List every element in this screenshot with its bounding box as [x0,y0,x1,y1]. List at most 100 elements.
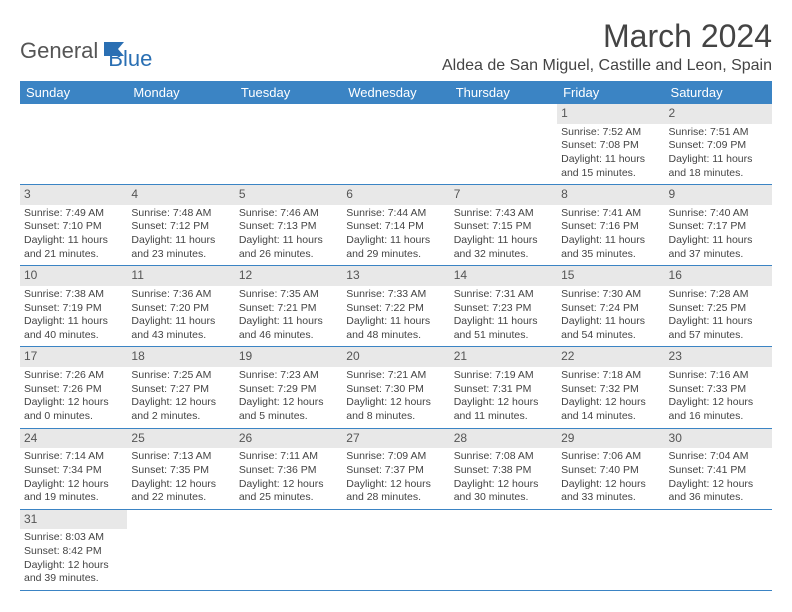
calendar-day-cell: 24Sunrise: 7:14 AMSunset: 7:34 PMDayligh… [20,428,127,509]
calendar-day-cell [342,509,449,590]
calendar-day-cell: 28Sunrise: 7:08 AMSunset: 7:38 PMDayligh… [450,428,557,509]
day-number: 6 [342,185,449,205]
day-details: Sunrise: 7:28 AMSunset: 7:25 PMDaylight:… [665,286,772,347]
sunrise-line: Sunrise: 7:25 AM [131,369,230,383]
day-number: 28 [450,429,557,449]
calendar-day-cell [450,509,557,590]
day-details: Sunrise: 7:09 AMSunset: 7:37 PMDaylight:… [342,448,449,509]
calendar-day-cell: 29Sunrise: 7:06 AMSunset: 7:40 PMDayligh… [557,428,664,509]
sunset-line: Sunset: 7:37 PM [346,464,445,478]
sunrise-line: Sunrise: 7:04 AM [669,450,768,464]
day-number: 1 [557,104,664,124]
sunset-line: Sunset: 7:19 PM [24,302,123,316]
sunset-line: Sunset: 7:23 PM [454,302,553,316]
month-title: March 2024 [442,18,772,55]
day-number: 7 [450,185,557,205]
header: General Blue March 2024 Aldea de San Mig… [20,18,772,75]
daylight-line: Daylight: 11 hours and 23 minutes. [131,234,230,261]
day-details: Sunrise: 7:49 AMSunset: 7:10 PMDaylight:… [20,205,127,266]
sunrise-line: Sunrise: 7:23 AM [239,369,338,383]
day-number: 23 [665,347,772,367]
daylight-line: Daylight: 11 hours and 21 minutes. [24,234,123,261]
calendar-day-cell: 12Sunrise: 7:35 AMSunset: 7:21 PMDayligh… [235,266,342,347]
calendar-day-cell: 19Sunrise: 7:23 AMSunset: 7:29 PMDayligh… [235,347,342,428]
daylight-line: Daylight: 11 hours and 48 minutes. [346,315,445,342]
sunset-line: Sunset: 7:16 PM [561,220,660,234]
calendar-day-cell [235,104,342,185]
daylight-line: Daylight: 12 hours and 33 minutes. [561,478,660,505]
day-details: Sunrise: 7:31 AMSunset: 7:23 PMDaylight:… [450,286,557,347]
day-number: 29 [557,429,664,449]
calendar-day-cell: 17Sunrise: 7:26 AMSunset: 7:26 PMDayligh… [20,347,127,428]
sunrise-line: Sunrise: 7:28 AM [669,288,768,302]
sunset-line: Sunset: 7:31 PM [454,383,553,397]
daylight-line: Daylight: 11 hours and 26 minutes. [239,234,338,261]
day-details: Sunrise: 7:43 AMSunset: 7:15 PMDaylight:… [450,205,557,266]
day-number: 2 [665,104,772,124]
sunset-line: Sunset: 7:12 PM [131,220,230,234]
calendar-day-cell: 27Sunrise: 7:09 AMSunset: 7:37 PMDayligh… [342,428,449,509]
sunset-line: Sunset: 7:20 PM [131,302,230,316]
logo: General Blue [20,18,152,72]
sunrise-line: Sunrise: 7:13 AM [131,450,230,464]
day-details: Sunrise: 7:52 AMSunset: 7:08 PMDaylight:… [557,124,664,185]
calendar-day-cell: 7Sunrise: 7:43 AMSunset: 7:15 PMDaylight… [450,185,557,266]
daylight-line: Daylight: 11 hours and 37 minutes. [669,234,768,261]
sunrise-line: Sunrise: 7:16 AM [669,369,768,383]
calendar-day-cell [450,104,557,185]
daylight-line: Daylight: 12 hours and 39 minutes. [24,559,123,586]
day-number: 5 [235,185,342,205]
sunrise-line: Sunrise: 7:11 AM [239,450,338,464]
sunrise-line: Sunrise: 7:38 AM [24,288,123,302]
day-details: Sunrise: 7:40 AMSunset: 7:17 PMDaylight:… [665,205,772,266]
day-number: 11 [127,266,234,286]
day-details: Sunrise: 7:48 AMSunset: 7:12 PMDaylight:… [127,205,234,266]
day-details: Sunrise: 7:46 AMSunset: 7:13 PMDaylight:… [235,205,342,266]
title-block: March 2024 Aldea de San Miguel, Castille… [442,18,772,75]
day-number: 4 [127,185,234,205]
day-details: Sunrise: 7:19 AMSunset: 7:31 PMDaylight:… [450,367,557,428]
sunrise-line: Sunrise: 7:46 AM [239,207,338,221]
daylight-line: Daylight: 12 hours and 5 minutes. [239,396,338,423]
day-number: 12 [235,266,342,286]
day-number: 9 [665,185,772,205]
sunrise-line: Sunrise: 7:49 AM [24,207,123,221]
daylight-line: Daylight: 12 hours and 11 minutes. [454,396,553,423]
calendar-day-cell: 25Sunrise: 7:13 AMSunset: 7:35 PMDayligh… [127,428,234,509]
day-number: 25 [127,429,234,449]
calendar-day-cell: 3Sunrise: 7:49 AMSunset: 7:10 PMDaylight… [20,185,127,266]
sunrise-line: Sunrise: 7:51 AM [669,126,768,140]
calendar-day-cell [127,509,234,590]
day-number: 30 [665,429,772,449]
calendar-day-cell: 21Sunrise: 7:19 AMSunset: 7:31 PMDayligh… [450,347,557,428]
calendar-week-row: 3Sunrise: 7:49 AMSunset: 7:10 PMDaylight… [20,185,772,266]
day-number: 18 [127,347,234,367]
calendar-day-cell: 14Sunrise: 7:31 AMSunset: 7:23 PMDayligh… [450,266,557,347]
day-number: 17 [20,347,127,367]
sunrise-line: Sunrise: 7:40 AM [669,207,768,221]
calendar-day-cell: 6Sunrise: 7:44 AMSunset: 7:14 PMDaylight… [342,185,449,266]
daylight-line: Daylight: 11 hours and 18 minutes. [669,153,768,180]
day-details: Sunrise: 7:06 AMSunset: 7:40 PMDaylight:… [557,448,664,509]
logo-text-blue: Blue [108,30,152,72]
day-details: Sunrise: 7:44 AMSunset: 7:14 PMDaylight:… [342,205,449,266]
sunset-line: Sunset: 8:42 PM [24,545,123,559]
daylight-line: Daylight: 11 hours and 29 minutes. [346,234,445,261]
calendar-day-cell: 15Sunrise: 7:30 AMSunset: 7:24 PMDayligh… [557,266,664,347]
sunset-line: Sunset: 7:29 PM [239,383,338,397]
daylight-line: Daylight: 11 hours and 35 minutes. [561,234,660,261]
weekday-header: Monday [127,81,234,104]
sunrise-line: Sunrise: 7:48 AM [131,207,230,221]
daylight-line: Daylight: 12 hours and 36 minutes. [669,478,768,505]
day-details: Sunrise: 7:08 AMSunset: 7:38 PMDaylight:… [450,448,557,509]
daylight-line: Daylight: 11 hours and 40 minutes. [24,315,123,342]
day-number: 24 [20,429,127,449]
sunrise-line: Sunrise: 8:03 AM [24,531,123,545]
sunset-line: Sunset: 7:32 PM [561,383,660,397]
calendar-day-cell: 11Sunrise: 7:36 AMSunset: 7:20 PMDayligh… [127,266,234,347]
calendar-day-cell [235,509,342,590]
calendar-day-cell [665,509,772,590]
daylight-line: Daylight: 11 hours and 43 minutes. [131,315,230,342]
day-details: Sunrise: 7:36 AMSunset: 7:20 PMDaylight:… [127,286,234,347]
daylight-line: Daylight: 12 hours and 25 minutes. [239,478,338,505]
